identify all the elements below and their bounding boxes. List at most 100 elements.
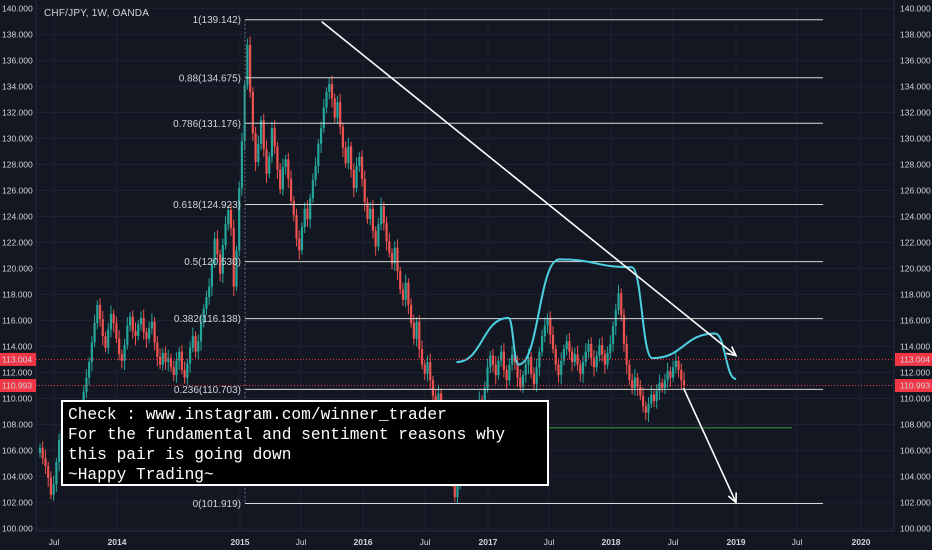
candle-body[interactable] [358, 156, 361, 166]
candle-body[interactable] [532, 373, 536, 385]
candle-body[interactable] [328, 83, 331, 92]
candle-body[interactable] [292, 200, 295, 216]
candle-body[interactable] [235, 250, 238, 287]
candle-body[interactable] [519, 377, 522, 387]
projection-arrow-line[interactable] [682, 387, 737, 503]
candle-body[interactable] [205, 297, 208, 309]
candle-body[interactable] [669, 371, 672, 378]
candle-body[interactable] [434, 395, 437, 404]
candle-body[interactable] [410, 304, 413, 324]
candle-body[interactable] [502, 351, 505, 370]
candle-body[interactable] [153, 321, 156, 343]
candle-body[interactable] [363, 178, 366, 203]
candle-body[interactable] [486, 367, 489, 389]
candle-body[interactable] [535, 367, 538, 385]
candle-body[interactable] [150, 321, 153, 329]
candle-body[interactable] [587, 343, 590, 352]
candle-body[interactable] [557, 364, 560, 376]
candle-body[interactable] [614, 310, 617, 326]
projection-arrow-line[interactable] [321, 20, 737, 357]
candle-body[interactable] [663, 380, 666, 389]
candle-body[interactable] [303, 208, 306, 227]
candle-body[interactable] [565, 341, 568, 350]
candle-body[interactable] [617, 293, 620, 311]
candle-body[interactable] [505, 369, 508, 381]
candle-body[interactable] [633, 377, 636, 389]
annotation-text-box[interactable]: Check : www.instagram.com/winner_trader … [61, 400, 549, 486]
candle-body[interactable] [208, 286, 211, 298]
candle-body[interactable] [611, 325, 615, 344]
candle-body[interactable] [289, 178, 293, 201]
candle-body[interactable] [284, 159, 287, 168]
candle-body[interactable] [107, 329, 110, 348]
candle-body[interactable] [213, 238, 216, 264]
candle-body[interactable] [262, 120, 265, 149]
candle-body[interactable] [38, 447, 42, 454]
candle-body[interactable] [680, 369, 683, 381]
candle-body[interactable] [333, 98, 336, 118]
candle-body[interactable] [180, 351, 183, 370]
candle-body[interactable] [139, 317, 143, 325]
candle-body[interactable] [396, 247, 399, 272]
candle-body[interactable] [268, 156, 271, 174]
candle-body[interactable] [489, 355, 492, 368]
candle-body[interactable] [524, 364, 527, 376]
candle-body[interactable] [246, 44, 249, 86]
candle-body[interactable] [183, 369, 186, 378]
candle-body[interactable] [418, 321, 421, 350]
candle-body[interactable] [188, 347, 192, 364]
candle-body[interactable] [298, 238, 301, 251]
candle-body[interactable] [562, 349, 566, 361]
candle-body[interactable] [579, 364, 582, 374]
candle-body[interactable] [172, 367, 175, 376]
candle-body[interactable] [309, 198, 312, 220]
candle-body[interactable] [530, 356, 533, 374]
candle-body[interactable] [156, 342, 159, 357]
candle-body[interactable] [55, 462, 58, 485]
candle-body[interactable] [167, 358, 170, 363]
candle-body[interactable] [210, 263, 214, 287]
candle-body[interactable] [281, 167, 284, 190]
candle-body[interactable] [601, 345, 604, 355]
candle-body[interactable] [527, 356, 530, 365]
candle-body[interactable] [161, 352, 164, 365]
candle-body[interactable] [276, 146, 279, 170]
candle-body[interactable] [325, 91, 328, 108]
candle-body[interactable] [625, 343, 628, 365]
candle-body[interactable] [344, 147, 347, 164]
candle-body[interactable] [41, 447, 44, 459]
candle-body[interactable] [52, 484, 55, 495]
candle-body[interactable] [628, 364, 631, 381]
candle-body[interactable] [560, 360, 563, 376]
head-and-shoulders-pattern[interactable] [456, 258, 737, 380]
candle-body[interactable] [516, 362, 519, 378]
candle-body[interactable] [393, 247, 396, 264]
candle-body[interactable] [98, 304, 102, 320]
candle-body[interactable] [120, 354, 123, 361]
candle-body[interactable] [483, 388, 486, 409]
candle-body[interactable] [295, 215, 298, 239]
candle-body[interactable] [388, 241, 391, 253]
candle-body[interactable] [355, 165, 358, 188]
candle-body[interactable] [609, 343, 612, 353]
candle-body[interactable] [330, 83, 334, 99]
candle-body[interactable] [644, 406, 647, 413]
candle-body[interactable] [104, 336, 107, 348]
candle-body[interactable] [44, 458, 47, 467]
candle-body[interactable] [622, 315, 626, 344]
candle-body[interactable] [164, 352, 167, 363]
candle-body[interactable] [311, 180, 314, 199]
candle-body[interactable] [584, 351, 587, 363]
candle-body[interactable] [90, 342, 93, 363]
candle-body[interactable] [554, 349, 557, 365]
candle-body[interactable] [546, 317, 549, 326]
candle-body[interactable] [382, 206, 385, 224]
candle-body[interactable] [112, 313, 115, 324]
candle-body[interactable] [500, 351, 503, 361]
candle-body[interactable] [549, 317, 552, 335]
candle-body[interactable] [317, 143, 320, 166]
candle-body[interactable] [265, 148, 268, 174]
candle-body[interactable] [249, 44, 252, 92]
candle-body[interactable] [88, 362, 91, 378]
candle-body[interactable] [631, 380, 634, 389]
